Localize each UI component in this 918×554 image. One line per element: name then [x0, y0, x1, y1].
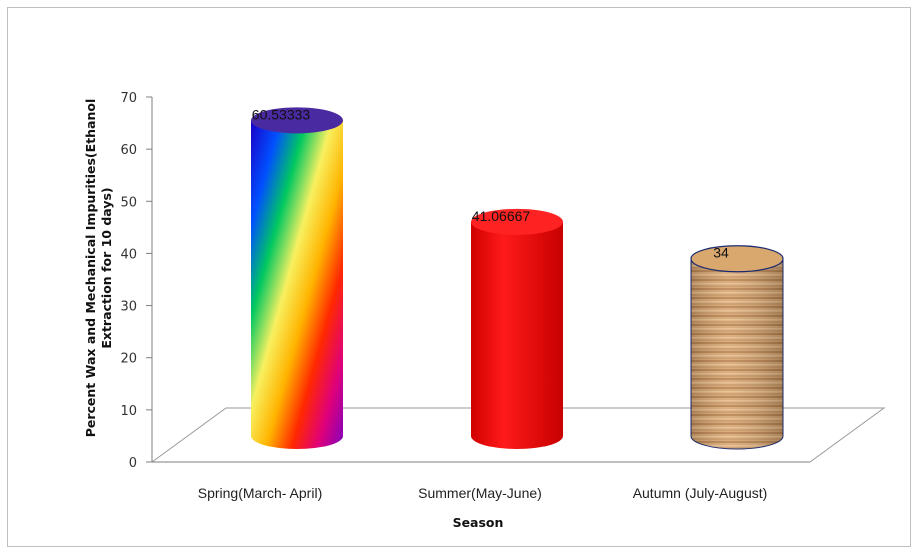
y-tick-label: 70: [120, 91, 137, 106]
bar-shading: [691, 258, 783, 449]
y-axis-ticks: 0 10 20 30 40 50 60 70: [120, 91, 152, 471]
bar-top: [251, 107, 343, 134]
bar-top: [471, 208, 563, 235]
x-axis-category-labels: Spring(March- April) Summer(May-June) Autu…: [198, 485, 768, 501]
data-label: 34: [713, 245, 729, 261]
y-axis-title-line-2: Extraction for 10 days): [99, 187, 114, 348]
data-label: 41.06667: [472, 208, 531, 224]
y-tick-label: 10: [120, 404, 137, 419]
bar-body: [471, 221, 563, 449]
x-category-label: Spring(March- April): [198, 485, 322, 501]
x-category-label: Summer(May-June): [418, 485, 542, 501]
bar-1: [251, 107, 343, 449]
bar-body: [251, 120, 343, 449]
y-tick-label: 50: [120, 195, 137, 210]
y-tick-label: 30: [120, 300, 137, 315]
x-category-label: Autumn (July-August): [633, 485, 768, 501]
y-tick-label: 20: [120, 352, 137, 367]
x-axis-title: Season: [453, 515, 504, 530]
bars: [251, 107, 784, 450]
y-axis-title: Percent Wax and Mechanical Impurities(Et…: [83, 99, 114, 438]
bar-3: [690, 245, 784, 450]
data-labels: 60.53333 41.06667 34: [252, 106, 729, 260]
bar-2: [471, 208, 563, 449]
bar-top: [690, 245, 784, 273]
y-tick-label: 0: [129, 456, 137, 471]
y-tick-label: 40: [120, 247, 137, 262]
y-tick-label: 60: [120, 143, 137, 158]
y-axis-title-line-1: Percent Wax and Mechanical Impurities(Et…: [83, 99, 98, 438]
data-label: 60.53333: [252, 106, 311, 122]
